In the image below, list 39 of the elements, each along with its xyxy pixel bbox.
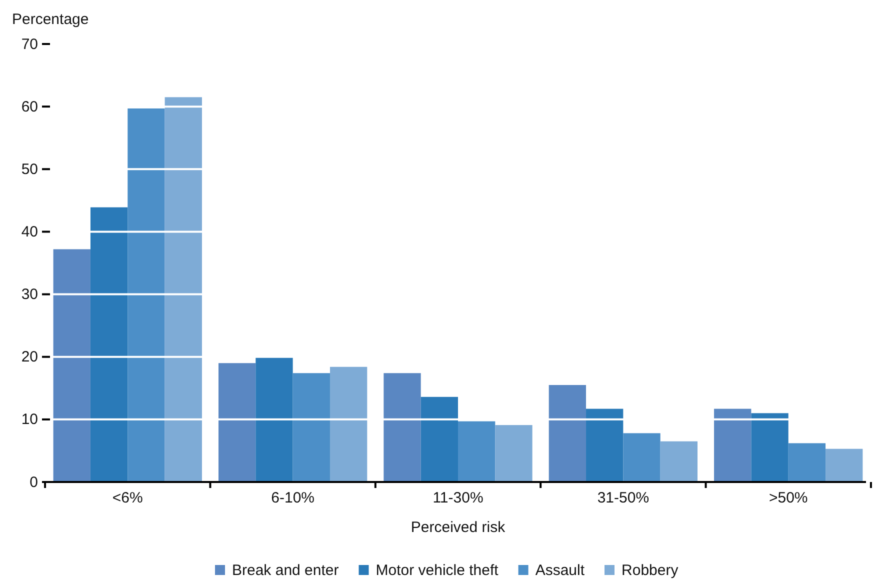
legend-label: Assault xyxy=(535,562,586,579)
y-tick-label: 10 xyxy=(21,411,38,428)
x-axis-title: Perceived risk xyxy=(410,519,506,536)
bar xyxy=(420,396,458,482)
bar xyxy=(623,433,660,482)
bar xyxy=(53,249,90,482)
bar xyxy=(826,448,863,482)
x-tick-label: 11-30% xyxy=(432,490,484,507)
bar xyxy=(292,373,330,482)
legend-label: Robbery xyxy=(622,562,679,579)
y-tick-label: 70 xyxy=(21,36,38,53)
bar xyxy=(384,373,421,482)
bar xyxy=(458,421,496,482)
x-tick-label: 6-10% xyxy=(271,490,314,507)
y-tick-label: 30 xyxy=(21,286,38,304)
bar xyxy=(660,441,698,482)
bar xyxy=(164,97,202,482)
bar xyxy=(90,207,128,482)
y-axis-title: Percentage xyxy=(12,11,89,28)
bar xyxy=(751,413,788,482)
bar xyxy=(128,108,165,482)
x-tick-label: 31-50% xyxy=(597,490,650,507)
bar xyxy=(548,385,586,482)
bar xyxy=(586,408,624,482)
bar xyxy=(218,363,256,482)
bar xyxy=(330,366,368,482)
y-tick-label: 60 xyxy=(21,98,38,116)
y-tick-label: 0 xyxy=(30,474,38,491)
bar xyxy=(714,408,752,482)
legend-label: Motor vehicle theft xyxy=(376,562,500,579)
bar xyxy=(256,356,293,482)
y-tick-label: 40 xyxy=(21,224,38,241)
legend-label: Break and enter xyxy=(232,562,339,579)
x-tick-label: <6% xyxy=(112,490,143,507)
x-tick-label: >50% xyxy=(768,490,808,507)
y-tick-label: 50 xyxy=(21,160,38,178)
bar xyxy=(788,443,826,482)
bar xyxy=(495,425,532,482)
y-tick-label: 20 xyxy=(21,348,38,366)
